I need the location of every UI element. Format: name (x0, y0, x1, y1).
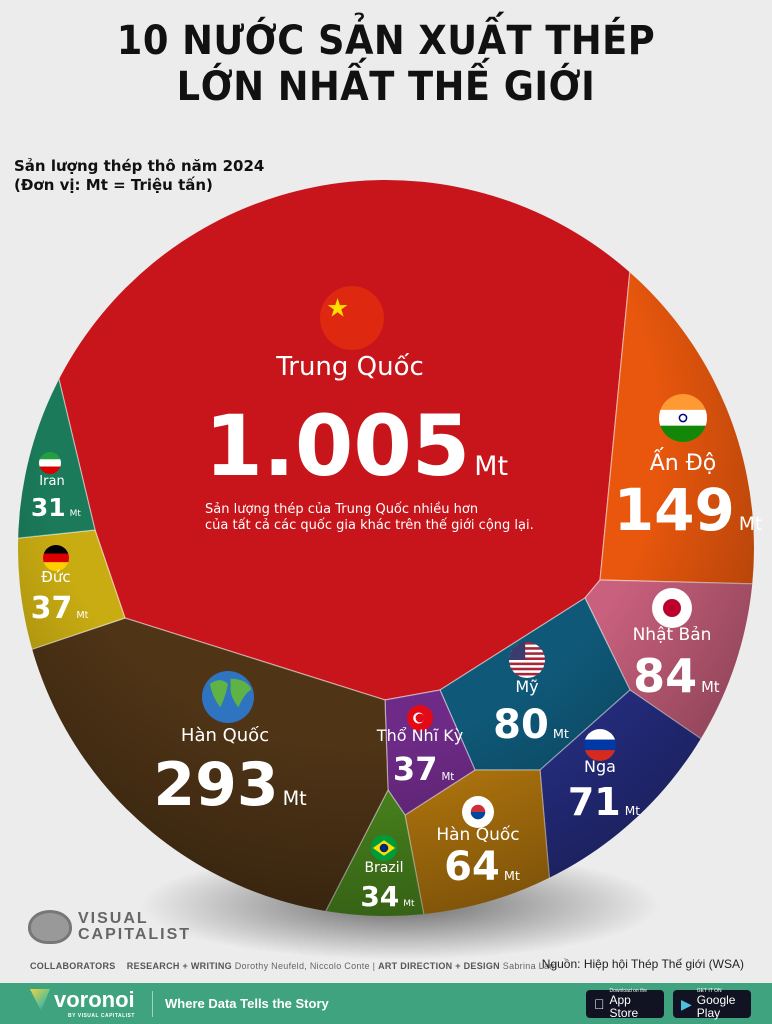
research-label: RESEARCH + WRITING (126, 961, 232, 971)
india-flag-icon (659, 394, 707, 442)
cell-value: 80 (493, 702, 549, 748)
title-line-2: LỚN NHẤT THẾ GIỚI (176, 64, 596, 110)
cell-name: Brazil (364, 860, 403, 876)
voronoi-logo-icon (30, 989, 50, 1011)
chart-subtitle: Sản lượng thép thô năm 2024 (Đơn vị: Mt … (14, 157, 264, 195)
usa-flag-icon (509, 642, 545, 678)
cell-value: 1.005 (205, 397, 471, 495)
russia-flag-icon (584, 729, 616, 761)
logo-line-1: VISUAL (78, 910, 149, 927)
footer-tagline: Where Data Tells the Story (165, 996, 329, 1011)
cell-name: Thổ Nhĩ Kỳ (376, 726, 463, 745)
germany-flag-icon (43, 545, 69, 571)
source: Nguồn: Hiệp hội Thép Thế giới (WSA) (541, 957, 744, 971)
cell-unit: Mt (403, 899, 415, 909)
cell-value: 293 (153, 750, 278, 820)
research-names: Dorothy Neufeld, Niccolo Conte (234, 961, 370, 971)
cell-value: 84 (633, 649, 697, 703)
svg-text:★: ★ (326, 294, 349, 322)
cell-name: Nhật Bản (633, 625, 712, 645)
turkey-flag-icon (407, 705, 433, 731)
cell-unit: Mt (625, 804, 640, 818)
footer-bar: voronoi BY VISUAL CAPITALIST Where Data … (0, 983, 772, 1024)
art-names: Sabrina Lam (502, 961, 558, 971)
subtitle-line-1: Sản lượng thép thô năm 2024 (14, 157, 265, 175)
voronoi-logo[interactable]: voronoi BY VISUAL CAPITALIST (30, 987, 135, 1019)
title-line-1: 10 NƯỚC SẢN XUẤT THÉP (116, 18, 656, 64)
page-title: 10 NƯỚC SẢN XUẤT THÉP LỚN NHẤT THẾ GIỚI (31, 18, 741, 110)
voronoi-by: BY VISUAL CAPITALIST (68, 1013, 135, 1019)
google-play-big: Google Play (696, 993, 736, 1020)
voronoi-brand: voronoi (54, 987, 135, 1012)
cell-name: Iran (39, 474, 64, 489)
cell-name: Hàn Quốc (436, 824, 519, 845)
logo-line-2: CAPITALIST (78, 926, 192, 943)
cell-name: Nga (584, 757, 616, 776)
visual-capitalist-logo: VISUAL CAPITALIST (28, 910, 191, 944)
cell-value: 34 (360, 880, 399, 913)
cell-name: Ấn Độ (650, 448, 717, 476)
cell-value: 149 (614, 476, 735, 544)
footer-divider (152, 991, 153, 1017)
art-label: ART DIRECTION + DESIGN (378, 961, 500, 971)
cell-value: 37 (393, 750, 438, 788)
cell-value: 31 (31, 493, 66, 522)
china-note-line: Sản lượng thép của Trung Quốc nhiều hơn (205, 502, 478, 517)
google-play-button[interactable]: ▶ GET IT ON Google Play (673, 988, 751, 1020)
cell-unit: Mt (474, 451, 508, 482)
cell-name: Hàn Quốc (181, 725, 269, 746)
iran-flag-icon (39, 452, 61, 474)
cell-name: Mỹ (515, 677, 538, 696)
cell-name: Trung Quốc (275, 352, 424, 382)
cell-unit: Mt (283, 787, 308, 810)
japan-flag-icon (652, 588, 692, 628)
cell-unit: Mt (441, 771, 454, 783)
google-play-small: GET IT ON (696, 988, 722, 994)
app-store-big: App Store (599, 994, 653, 1020)
cell-unit: Mt (70, 509, 82, 519)
cell-value: 64 (444, 844, 500, 890)
globe-icon (202, 671, 254, 723)
subtitle-line-2: (Đơn vị: Mt = Triệu tấn) (14, 176, 213, 194)
collaborators-label: COLLABORATORS (30, 961, 116, 971)
cell-unit: Mt (739, 514, 762, 535)
china-flag-icon: ★ (320, 286, 384, 350)
app-store-small: Download on the (610, 988, 657, 994)
apple-icon:  (594, 996, 605, 1012)
credits-separator: | (372, 961, 376, 971)
south-korea-flag-icon (462, 796, 494, 828)
brazil-flag-icon (371, 835, 397, 861)
cell-unit: Mt (701, 679, 720, 696)
visual-capitalist-mark-icon (28, 910, 72, 944)
cell-unit: Mt (76, 610, 88, 621)
cell-unit: Mt (553, 727, 569, 742)
cell-value: 37 (31, 591, 73, 626)
google-play-icon: ▶ (681, 995, 692, 1012)
china-note-line: của tất cả các quốc gia khác trên thế gi… (205, 518, 534, 533)
cell-unit: Mt (504, 869, 520, 884)
credits: COLLABORATORS RESEARCH + WRITING Dorothy… (30, 961, 557, 971)
cell-value: 71 (568, 780, 621, 824)
cell-name: Đức (41, 568, 70, 586)
